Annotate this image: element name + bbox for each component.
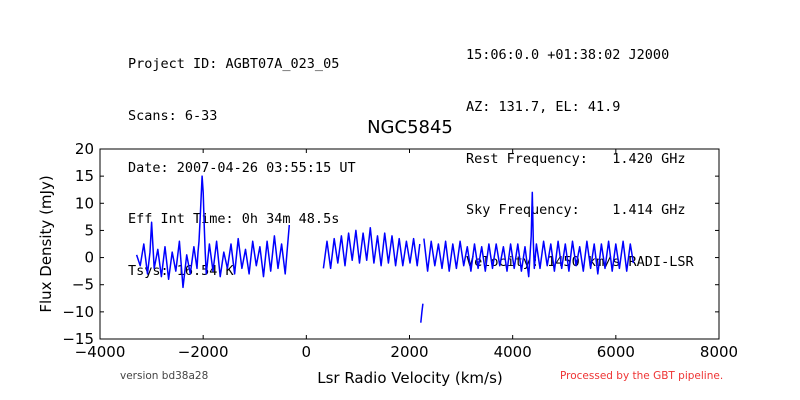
- axis-ticks: −4000 −2000 0 2000 4000 6000 8000 −15 −10 −5 0 5 10 1…: [62, 140, 738, 361]
- x-tick-label: −4000: [75, 343, 126, 361]
- x-tick-label: 0: [302, 343, 312, 361]
- y-tick-label: 10: [75, 194, 94, 212]
- chart-title: NGC5845: [367, 117, 453, 138]
- y-tick-label: 0: [84, 249, 94, 267]
- int-time-text: Eff Int Time: 0h 34m 48.5s: [128, 211, 340, 228]
- spectrum-line-segment: [420, 303, 424, 323]
- y-tick-label: 20: [75, 140, 94, 158]
- y-tick-label: −5: [72, 276, 94, 294]
- date-text: Date: 2007-04-26 03:55:15 UT: [128, 159, 356, 176]
- rest-frequency-text: Rest Frequency: 1.420 GHz: [466, 150, 686, 167]
- coordinates-text: 15:06:0.0 +01:38:02 J2000: [466, 47, 670, 64]
- scans-text: Scans: 6-33: [128, 108, 218, 124]
- series-layer: [135, 175, 635, 323]
- version-text: version bd38a28: [120, 370, 209, 382]
- plot-frame: [99, 148, 720, 340]
- x-axis-label: Lsr Radio Velocity (km/s): [317, 369, 503, 387]
- x-tick-label: 6000: [597, 343, 635, 361]
- y-tick-label: −10: [62, 303, 94, 321]
- sky-frequency-text: Sky Frequency: 1.414 GHz: [466, 202, 686, 219]
- spectrum-line-segment: [322, 226, 421, 270]
- y-tick-label: −15: [62, 330, 94, 348]
- spectrum-line-segment: [423, 191, 635, 278]
- observation-info-left: Project ID: AGBT07A_023_05 Scans: 6-33 D…: [128, 22, 356, 314]
- y-tick-label: 15: [75, 167, 94, 185]
- spectrum-line-segment: [135, 175, 291, 289]
- x-tick-label: 8000: [700, 343, 738, 361]
- y-tick-label: 5: [84, 221, 94, 239]
- x-tick-label: 4000: [494, 343, 532, 361]
- processed-by-text: Processed by the GBT pipeline.: [560, 370, 724, 382]
- x-tick-label: −2000: [178, 343, 229, 361]
- project-id-text: Project ID: AGBT07A_023_05: [128, 56, 340, 73]
- x-tick-label: 2000: [390, 343, 428, 361]
- y-axis-label: Flux Density (mJy): [37, 175, 55, 312]
- az-el-text: AZ: 131.7, EL: 41.9: [466, 99, 621, 115]
- observation-info-right: 15:06:0.0 +01:38:02 J2000 AZ: 131.7, EL:…: [466, 13, 694, 305]
